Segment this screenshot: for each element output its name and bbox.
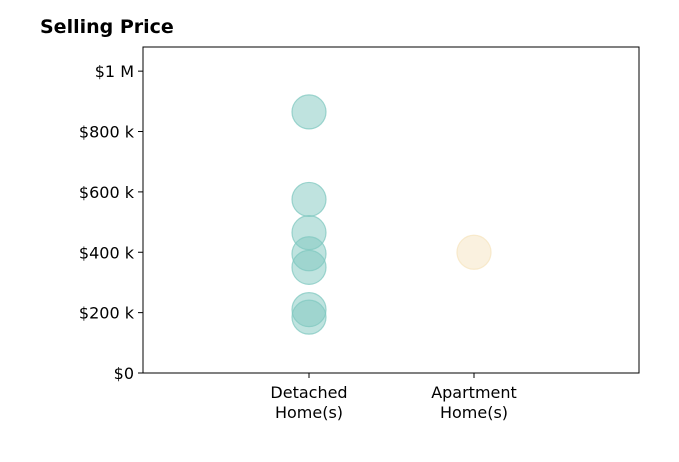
x-tick-label: Apartment xyxy=(431,383,517,402)
chart-title: Selling Price xyxy=(40,16,174,38)
data-point-1-0 xyxy=(456,234,492,270)
data-point-0-6 xyxy=(291,299,327,335)
y-tick-label: $0 xyxy=(114,364,134,383)
y-axis: $0 $200 k $400 k $600 k $800 k $1 M xyxy=(79,62,143,383)
y-tick-label: $400 k xyxy=(79,243,135,262)
y-tick-label: $600 k xyxy=(79,183,135,202)
y-tick-label: $1 M xyxy=(95,62,134,81)
y-tick-label: $200 k xyxy=(79,304,135,323)
x-tick-label: Home(s) xyxy=(440,403,508,422)
y-tick-label: $800 k xyxy=(79,123,135,142)
data-point-0-0 xyxy=(291,94,327,130)
x-tick-label: Detached xyxy=(270,383,347,402)
x-tick-label: Home(s) xyxy=(275,403,343,422)
plot-area-frame xyxy=(142,46,640,374)
data-point-0-1 xyxy=(291,181,327,218)
data-point-0-4 xyxy=(291,249,327,285)
markers-layer xyxy=(291,94,492,335)
